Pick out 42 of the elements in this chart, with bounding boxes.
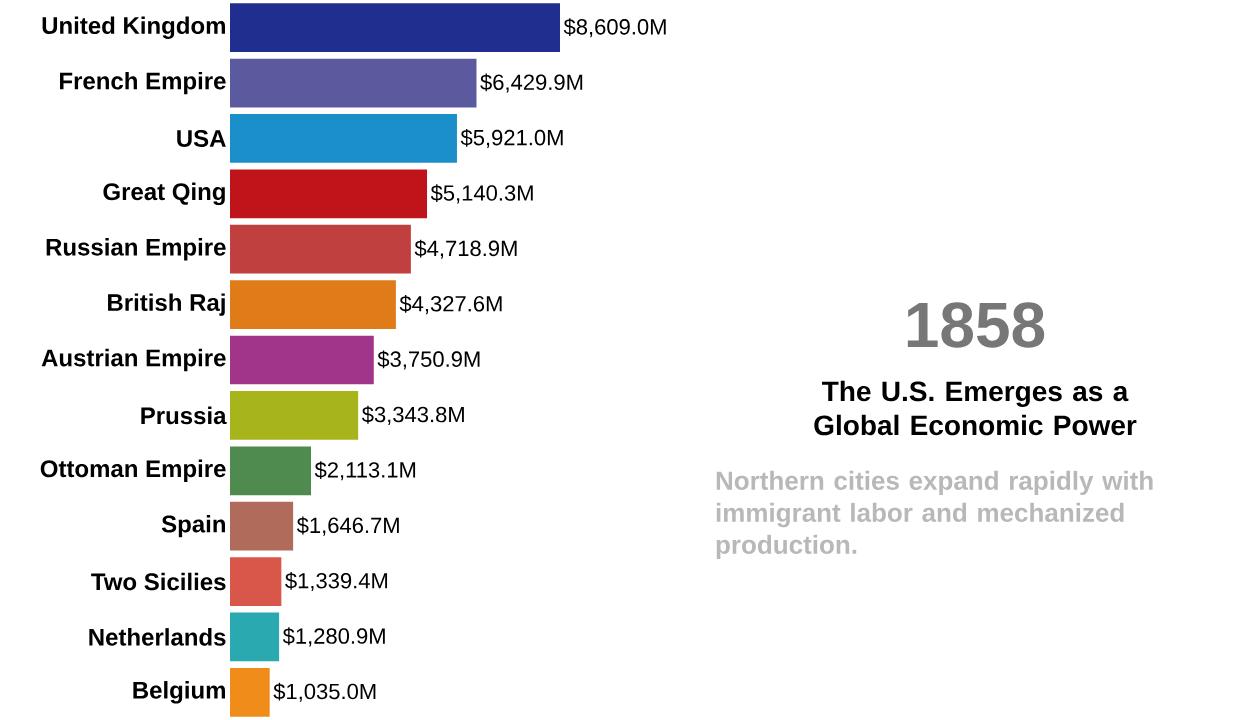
y-tick-label: Netherlands: [89, 628, 226, 646]
data-label: $1,280.9M: [282, 627, 385, 647]
bar: [230, 391, 359, 440]
y-tick-label: Spain: [161, 514, 225, 538]
y-tick-label: Austrian Empire: [41, 348, 226, 372]
y-tick-label: Two Sicilies: [91, 572, 226, 591]
bar: [230, 224, 411, 274]
text: 1858: [907, 302, 1045, 348]
bar: [230, 335, 374, 385]
data-label: $3,750.9M: [377, 350, 480, 370]
y-tick-label: Prussia: [141, 406, 227, 425]
data-label: $1,339.4M: [285, 571, 388, 592]
y-tick-label: British Raj: [108, 293, 225, 316]
bar: [230, 612, 280, 662]
data-label: $3,343.8M: [361, 405, 464, 425]
data-label: $6,429.9M: [480, 73, 583, 93]
y-tick-label: French Empire: [60, 71, 226, 95]
text: Northern cities expand rapidly with immigrant labor and mechanized production.: [716, 470, 1153, 560]
y-tick-label: Russian Empire: [46, 238, 226, 261]
data-label: $2,113.1M: [314, 461, 416, 481]
bar: [230, 446, 312, 496]
data-label: $4,327.6M: [399, 295, 502, 315]
data-label: $1,035.0M: [273, 682, 376, 702]
text: The U.S. Emerges as a Global Economic Power: [814, 380, 1137, 436]
y-tick-label: Ottoman Empire: [40, 459, 226, 482]
bar: [230, 667, 270, 717]
data-label: $8,609.0M: [563, 18, 666, 38]
y-tick-label: Belgium: [133, 681, 225, 704]
bar: [230, 114, 457, 163]
bar: [230, 58, 477, 108]
data-label: $1,646.7M: [296, 516, 399, 536]
bar: [230, 169, 428, 219]
bar: [230, 3, 560, 53]
data-label: $4,718.9M: [414, 239, 517, 259]
bar: [230, 280, 396, 329]
y-tick-label: USA: [177, 129, 226, 147]
bar: [230, 501, 294, 551]
data-label: $5,140.3M: [430, 184, 533, 204]
data-label: $5,921.0M: [460, 128, 563, 148]
bar: [230, 557, 282, 606]
y-tick-label: United Kingdom: [42, 16, 225, 39]
y-tick-label: Great Qing: [103, 182, 225, 206]
